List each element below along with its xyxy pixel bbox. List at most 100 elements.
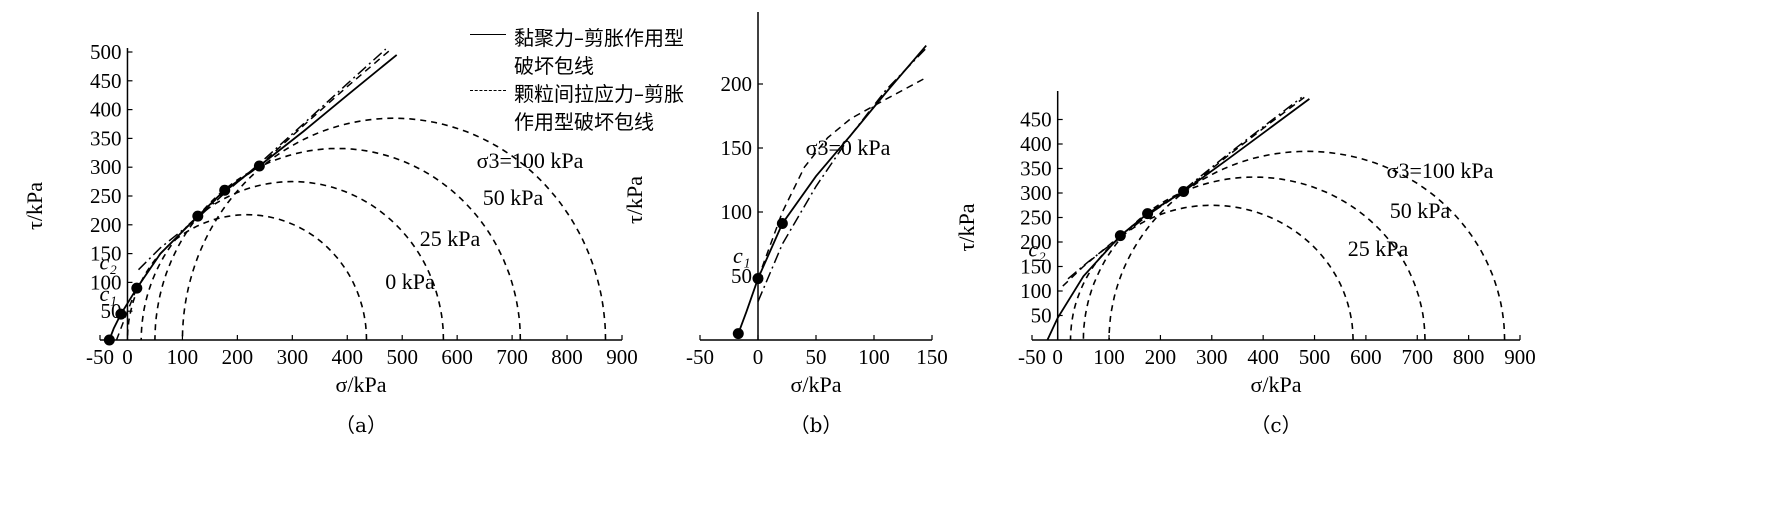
y-axis-label: τ/kPa (22, 182, 47, 230)
x-tick-label: 700 (1402, 345, 1434, 369)
envelope-solid (1046, 98, 1310, 340)
legend-entry-1-line2: 破坏包线 (514, 54, 594, 78)
y-tick-label: 50 (731, 264, 752, 288)
circle-label: 0 kPa (385, 269, 435, 294)
x-tick-label: 400 (332, 345, 364, 369)
x-tick-label: 600 (1350, 345, 1382, 369)
plot-area (737, 45, 927, 334)
envelope-dashed (115, 48, 392, 340)
y-tick-label: 50 (1031, 304, 1052, 328)
y-tick-label: 350 (1020, 157, 1052, 181)
intercept-label: c₁ (733, 243, 750, 268)
y-tick-label: 250 (90, 184, 122, 208)
x-tick-label: 0 (1052, 345, 1063, 369)
data-point (776, 218, 788, 230)
circle-label: 50 kPa (1390, 198, 1451, 223)
mohr-circle (181, 117, 607, 340)
x-tick-label: 800 (1453, 345, 1485, 369)
y-axis-label: τ/kPa (954, 203, 979, 251)
y-tick-label: 400 (1020, 132, 1052, 156)
y-tick-label: 50 (100, 299, 121, 323)
legend-solid-swatch (470, 34, 506, 35)
chart-panel-a: -50 0 100 200 300 400 500 600 700 800 900 50 100 150 2… (22, 40, 638, 437)
x-tick-label: 0 (122, 345, 133, 369)
x-tick-label: -50 (86, 345, 114, 369)
envelope-dashdot (137, 48, 387, 271)
x-tick-label: 100 (167, 345, 199, 369)
x-tick-label: 300 (1196, 345, 1228, 369)
x-tick-label: 200 (222, 345, 254, 369)
y-tick-label: 200 (90, 213, 122, 237)
y-tick-label: 500 (90, 40, 122, 64)
y-tick-label: 400 (90, 98, 122, 122)
circle-label: 25 kPa (1348, 236, 1409, 261)
data-point (253, 160, 265, 172)
y-tick-label: 100 (1020, 279, 1052, 303)
panel-label: （c） (1250, 413, 1301, 437)
data-point (115, 308, 127, 320)
y-tick-label: 250 (1020, 206, 1052, 230)
y-tick-label: 300 (90, 155, 122, 179)
x-tick-label: 100 (858, 345, 890, 369)
legend-entry-1-line1: 黏聚力–剪胀作用型 (514, 26, 684, 50)
legend-entry-2-line1: 颗粒间拉应力–剪胀 (514, 82, 684, 106)
x-tick-label: 200 (1145, 345, 1177, 369)
y-axis-label: τ/kPa (622, 176, 647, 224)
x-axis-label: σ/kPa (791, 372, 842, 397)
circle-label: 25 kPa (420, 226, 481, 251)
x-tick-label: 500 (386, 345, 418, 369)
intercept-label: c₂ (100, 250, 118, 275)
y-tick-label: 300 (1020, 181, 1052, 205)
intercept-label: c₁ (100, 281, 117, 306)
legend-entry-2-line2: 作用型破坏包线 (514, 110, 654, 134)
x-tick-label: 500 (1299, 345, 1331, 369)
circle-label: σ3=100 kPa (477, 148, 584, 173)
y-tick-label: 200 (721, 72, 753, 96)
intercept-label: c₂ (1028, 237, 1046, 262)
circle-label: σ3=0 kPa (806, 135, 891, 160)
envelope-solid (108, 54, 398, 340)
x-tick-label: 900 (606, 345, 638, 369)
data-point (1178, 186, 1190, 198)
x-axis-label: σ/kPa (1251, 372, 1302, 397)
x-tick-label: 150 (916, 345, 948, 369)
data-point (1114, 230, 1126, 242)
data-point (131, 282, 143, 294)
data-point (732, 328, 744, 340)
x-tick-label: 900 (1504, 345, 1536, 369)
mohr-circle (154, 147, 522, 340)
data-point (192, 210, 204, 222)
x-tick-label: -50 (686, 345, 714, 369)
y-tick-label: 350 (90, 126, 122, 150)
panel-label: （a） (335, 413, 387, 437)
data-point (219, 184, 231, 196)
y-tick-label: 450 (1020, 108, 1052, 132)
chart-panel-b: -50 0 50 100 150 50 100 150 200 σ/kPa τ/kPa （b） σ3=0… (622, 12, 948, 437)
x-tick-label: -50 (1018, 345, 1046, 369)
envelope-solid (737, 45, 927, 334)
mohr-circle (1069, 204, 1354, 340)
y-tick-label: 150 (90, 242, 122, 266)
circle-label: σ3=100 kPa (1387, 158, 1494, 183)
y-tick-label: 100 (721, 200, 753, 224)
x-tick-label: 100 (1093, 345, 1125, 369)
y-tick-label: 100 (90, 270, 122, 294)
y-tick-label: 150 (1020, 255, 1052, 279)
x-tick-label: 0 (753, 345, 764, 369)
x-axis-label: σ/kPa (336, 372, 387, 397)
x-tick-label: 300 (277, 345, 309, 369)
y-tick-label: 150 (721, 136, 753, 160)
legend: 黏聚力–剪胀作用型 破坏包线 颗粒间拉应力–剪胀 作用型破坏包线 (470, 22, 770, 142)
envelope-dashdot (757, 47, 927, 302)
circle-label: 50 kPa (483, 185, 544, 210)
mohr-circle (1108, 150, 1506, 340)
mohr-circle (140, 180, 445, 340)
chart-panel-c: -50 0 100 200 300 400 500 600 700 800 900501001502… (954, 91, 1536, 437)
x-tick-label: 600 (441, 345, 473, 369)
data-point (103, 334, 115, 346)
mohr-circle (126, 213, 368, 340)
x-tick-label: 800 (551, 345, 583, 369)
x-tick-label: 400 (1247, 345, 1279, 369)
y-tick-label: 200 (1020, 230, 1052, 254)
